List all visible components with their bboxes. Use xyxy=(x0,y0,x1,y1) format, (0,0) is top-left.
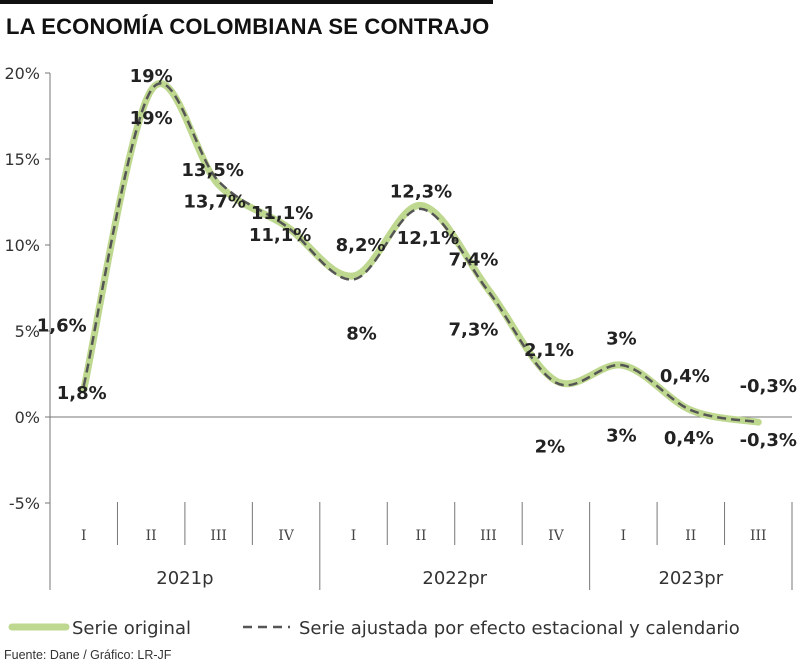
data-label-adjusted: 12,1% xyxy=(397,228,459,249)
x-tick-label: III xyxy=(750,528,767,544)
data-label-original: 12,3% xyxy=(390,181,452,202)
year-label: 2023pr xyxy=(658,568,723,589)
data-label-original: 3% xyxy=(606,328,637,349)
y-tick-label: 10% xyxy=(4,236,40,255)
y-tick-label: 20% xyxy=(4,64,40,83)
x-tick-label: II xyxy=(415,528,426,544)
y-tick-label: 15% xyxy=(4,150,40,169)
data-label-adjusted: 1,8% xyxy=(57,383,107,404)
data-label-adjusted: 13,7% xyxy=(183,191,245,212)
data-label-adjusted: 0,4% xyxy=(664,428,714,449)
y-tick-label: 5% xyxy=(15,322,40,341)
data-label-adjusted: 19% xyxy=(130,108,173,129)
data-label-original: 19% xyxy=(130,66,173,87)
x-tick-label: IV xyxy=(278,528,295,544)
data-label-adjusted: 11,1% xyxy=(249,225,311,246)
series-adjusted-line xyxy=(82,82,759,424)
legend-label-adjusted: Serie ajustada por efecto estacional y c… xyxy=(299,618,740,639)
data-label-original: 7,4% xyxy=(448,250,498,271)
x-tick-label: I xyxy=(81,528,87,544)
data-label-adjusted: 2% xyxy=(535,437,566,458)
series-original-line xyxy=(80,80,762,426)
y-tick-label: -5% xyxy=(9,494,40,513)
x-tick-label: I xyxy=(621,528,627,544)
data-label-adjusted: 8% xyxy=(346,323,377,344)
x-tick-label: II xyxy=(685,528,696,544)
data-label-original: 2,1% xyxy=(524,340,574,361)
data-label-original: 0,4% xyxy=(660,366,710,387)
x-tick-label: III xyxy=(210,528,227,544)
y-tick-label: 0% xyxy=(15,408,40,427)
x-tick-label: III xyxy=(480,528,497,544)
data-label-original: -0,3% xyxy=(740,376,797,397)
chart-title: LA ECONOMÍA COLOMBIANA SE CONTRAJO xyxy=(6,14,490,39)
year-label: 2022pr xyxy=(422,568,487,589)
data-label-adjusted: 3% xyxy=(606,425,637,446)
data-label-original: 13,5% xyxy=(181,160,243,181)
x-tick-label: IV xyxy=(548,528,565,544)
year-label: 2021p xyxy=(156,568,213,589)
title-rule xyxy=(0,0,493,4)
data-label-original: 11,1% xyxy=(251,203,313,224)
legend-label-original: Serie original xyxy=(72,618,191,639)
source-note: Fuente: Dane / Gráfico: LR-JF xyxy=(4,648,172,662)
data-label-adjusted: -0,3% xyxy=(740,430,797,451)
data-label-original: 1,6% xyxy=(37,315,87,336)
x-tick-label: I xyxy=(351,528,357,544)
data-label-original: 8,2% xyxy=(336,235,386,256)
x-tick-label: II xyxy=(146,528,157,544)
data-label-adjusted: 7,3% xyxy=(448,319,498,340)
